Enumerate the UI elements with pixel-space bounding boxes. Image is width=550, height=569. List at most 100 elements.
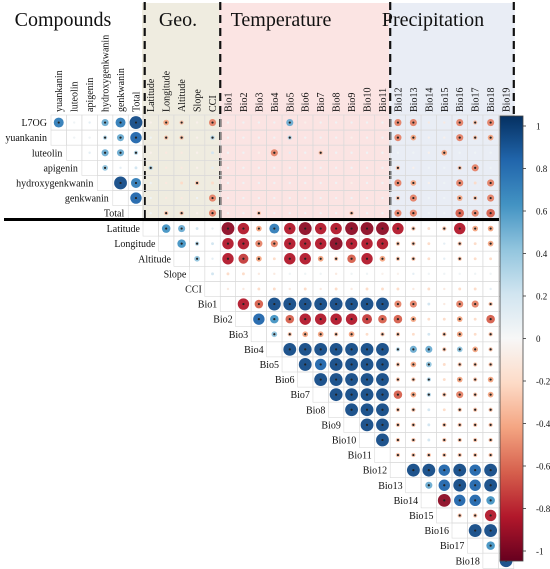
cell-yuankanin-bio11-mark: [381, 136, 384, 139]
cell-total-altitude-sig-mark: [180, 212, 183, 215]
cell-luteolin-bio10-mark: [365, 151, 369, 154]
cell-luteolin-altitude-mark: [180, 151, 183, 154]
cell-bio10-bio15-sig-mark: [443, 438, 446, 442]
cell-latitude-bio18-sig-mark: [489, 227, 492, 230]
col-label-bio17: Bio17: [471, 88, 482, 112]
cell-hydroxygenkwanin-bio16-sig-mark: [458, 181, 461, 185]
cell-apigenin-bio12-sig-mark: [396, 166, 400, 169]
cell-yuankanin-bio9-mark: [350, 136, 353, 139]
cell-latitude-bio2-sig-mark: [242, 227, 245, 230]
cell-bio4-bio10-sig-mark: [365, 348, 369, 351]
cell-bio4-bio14-sig-mark: [427, 348, 430, 351]
cell-luteolin-luteolin-cell: [66, 144, 83, 161]
cell-bio16-bio18-sig-mark: [489, 529, 492, 532]
cell-yuankanin-bio17-sig-mark: [474, 136, 477, 139]
cell-yuankanin-cci-sig-mark: [211, 136, 214, 139]
cell-cci-bio4-mark: [272, 287, 276, 291]
cell-bio5-bio14-sig-mark: [427, 363, 430, 366]
cell-bio11-bio13-sig-mark: [412, 453, 415, 457]
cell-latitude-bio4-sig-mark: [273, 227, 276, 230]
group-title-geo: Geo.: [159, 9, 197, 31]
row-label-luteolin: luteolin: [32, 148, 63, 159]
cell-bio2-bio15-mark: [442, 317, 446, 321]
cell-altitude-cci-mark: [211, 257, 214, 260]
cell-altitude-bio8-sig-mark: [335, 257, 338, 260]
cell-hydroxygenkwanin-bio5-mark: [288, 181, 291, 185]
cell-latitude-bio16-sig-mark: [458, 227, 461, 230]
cell-bio6-bio18-sig-mark: [489, 378, 492, 381]
col-label-bio10: Bio10: [363, 88, 374, 112]
cell-altitude-bio7-sig-mark: [319, 257, 322, 260]
cell-bio2-bio7-sig-mark: [319, 318, 322, 321]
cell-genkwanin-bio9-mark: [350, 196, 353, 200]
cell-luteolin-longitude-mark: [164, 151, 168, 154]
row-label-altitude: Altitude: [138, 254, 171, 265]
cell-latitude-bio12-sig-mark: [396, 227, 400, 230]
cell-luteolin-bio8-mark: [334, 151, 338, 154]
cell-latitude-slope-mark: [195, 227, 199, 230]
cell-bio2-bio4-sig-mark: [273, 318, 276, 321]
cell-bio1-bio2-sig-mark: [242, 302, 245, 306]
col-label-bio8: Bio8: [332, 93, 343, 112]
cell-genkwanin-bio2-mark: [242, 196, 245, 200]
cell-slope-bio17-mark: [473, 272, 477, 276]
cell-luteolin-bio1-mark: [226, 151, 230, 154]
cell-bio3-bio11-sig-mark: [381, 333, 384, 336]
col-label-cci: CCI: [208, 95, 219, 112]
cell-bio4-bio16-sig-mark: [458, 348, 461, 351]
col-label-bio14: Bio14: [424, 88, 435, 112]
cell-bio7-bio11-sig-mark: [381, 393, 384, 396]
cell-bio5-bio12-sig-mark: [396, 363, 400, 366]
cell-yuankanin-altitude-sig-mark: [180, 136, 183, 139]
cell-latitude-longitude-sig-mark: [165, 227, 168, 230]
cell-yuankanin-longitude-sig-mark: [165, 136, 168, 139]
cell-longitude-bio9-sig-mark: [350, 242, 353, 245]
cell-l7og-bio3-mark: [257, 121, 261, 124]
cell-yuankanin-bio7-mark: [319, 136, 322, 139]
cell-apigenin-bio18-mark: [489, 166, 492, 170]
cell-longitude-bio5-sig-mark: [288, 242, 291, 245]
cell-l7og-slope-mark: [195, 121, 199, 124]
cell-altitude-bio9-sig-mark: [350, 257, 353, 260]
cell-bio9-bio14-mark: [427, 423, 431, 427]
cell-cci-bio18-mark: [489, 287, 492, 291]
cell-bio2-bio14-mark: [427, 317, 431, 321]
cell-apigenin-apigenin-cell: [81, 160, 98, 176]
colorbar-tick-label: 0.4: [536, 249, 548, 259]
cell-bio9-bio12-sig-mark: [396, 423, 400, 426]
cell-latitude-bio7-sig-mark: [319, 227, 322, 230]
cell-bio12-bio14-sig-mark: [427, 469, 430, 472]
cell-l7og-bio9-mark: [350, 121, 353, 124]
col-label-bio19: Bio19: [502, 88, 513, 112]
row-label-cci: CCI: [185, 284, 202, 295]
axis-labels: Compounds Geo. Temperature Precipitation L7O…: [4, 9, 513, 567]
cell-bio10-bio13-sig-mark: [412, 438, 415, 442]
cell-apigenin-slope-mark: [195, 166, 199, 170]
cell-yuankanin-bio13-sig-mark: [412, 136, 415, 139]
cell-altitude-bio11-sig-mark: [381, 257, 384, 260]
cell-bio8-bio17-sig-mark: [474, 408, 477, 411]
cell-hydroxygenkwanin-bio8-mark: [334, 181, 338, 185]
cell-bio4-bio12-sig-mark: [396, 348, 400, 351]
group-panel-temperature: [219, 3, 392, 221]
cell-bio2-bio10-sig-mark: [365, 318, 369, 321]
row-label-total: Total: [104, 209, 125, 220]
cell-genkwanin-bio3-mark: [257, 196, 261, 200]
cell-bio15-bio18-sig-mark: [489, 514, 492, 517]
cell-bio9-bio18-sig-mark: [489, 423, 492, 426]
cell-genkwanin-altitude-mark: [180, 196, 183, 200]
col-label-bio9: Bio9: [347, 93, 358, 112]
row-label-l7og: L7OG: [21, 118, 47, 129]
cell-bio5-bio9-sig-mark: [350, 363, 353, 366]
cell-slope-bio14-mark: [427, 272, 431, 276]
cell-bio8-bio16-sig-mark: [458, 408, 461, 411]
cell-cci-bio1-mark: [226, 287, 230, 291]
cell-total-bio2-mark: [242, 211, 245, 215]
cell-longitude-bio11-sig-mark: [381, 242, 384, 245]
cell-l7og-apigenin-mark: [88, 121, 91, 124]
cell-bio2-bio3-sig-mark: [257, 318, 260, 321]
cell-total-bio18-sig-mark: [489, 212, 492, 215]
cell-total-bio5-mark: [288, 211, 291, 215]
cell-bio7-bio12-sig-mark: [396, 393, 400, 396]
cell-altitude-bio18-mark: [489, 257, 493, 261]
